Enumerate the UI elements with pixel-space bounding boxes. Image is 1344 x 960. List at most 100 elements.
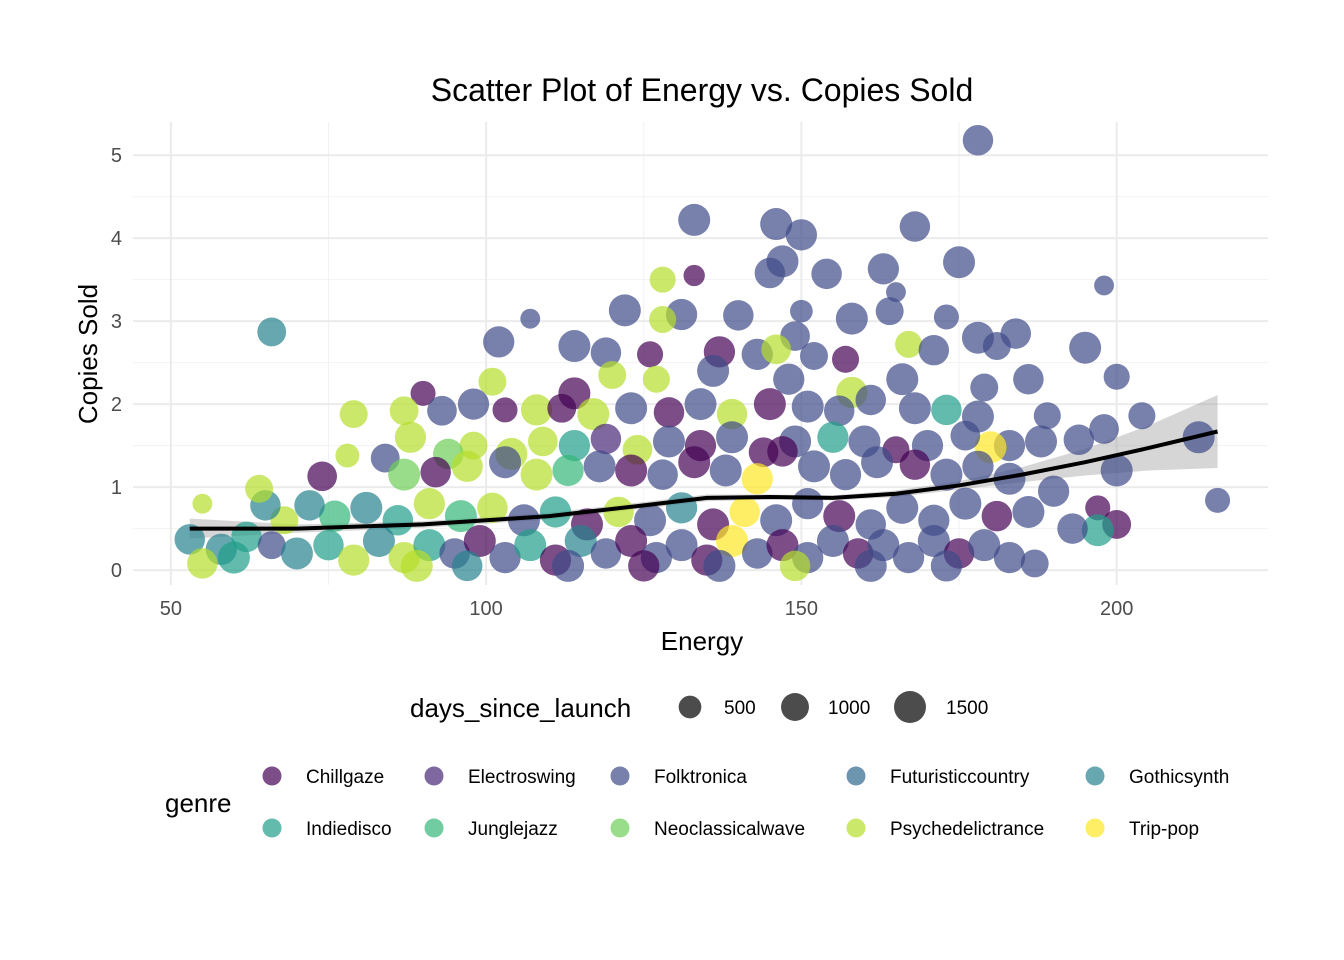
data-point [547, 393, 577, 423]
x-tick-label: 150 [785, 598, 818, 620]
data-point [294, 490, 325, 521]
data-point [1012, 495, 1045, 528]
data-point [933, 304, 959, 330]
data-point [590, 538, 622, 569]
data-point [899, 211, 931, 242]
data-point [931, 394, 962, 426]
data-point [886, 363, 919, 396]
data-point [451, 550, 483, 582]
data-point [811, 258, 842, 290]
data-point [895, 330, 923, 358]
data-point [382, 505, 414, 536]
genre-legend-key [262, 818, 282, 838]
data-point [552, 454, 584, 487]
data-point [463, 525, 496, 558]
data-point [451, 450, 483, 482]
data-point [981, 500, 1013, 532]
data-point [779, 550, 811, 582]
data-point [257, 317, 287, 347]
data-point [427, 395, 457, 426]
data-point [867, 253, 899, 285]
data-point [558, 330, 591, 363]
data-point [993, 541, 1026, 574]
data-point [709, 454, 742, 487]
data-point [400, 549, 433, 582]
data-point [507, 504, 540, 537]
data-point [608, 294, 641, 327]
genre-legend-label: Neoclassicalwave [654, 819, 805, 840]
data-point [1025, 425, 1057, 458]
chart-title: Scatter Plot of Energy vs. Copies Sold [431, 72, 973, 108]
data-point [420, 456, 451, 488]
size-legend-title: days_since_launch [410, 693, 631, 723]
data-point [552, 549, 585, 582]
data-point [665, 492, 698, 524]
data-point [684, 388, 717, 421]
data-point [800, 342, 828, 370]
data-point [729, 496, 760, 528]
data-point [649, 266, 676, 293]
data-point [773, 363, 805, 395]
y-axis-title: Copies Sold [73, 284, 103, 424]
data-point [1037, 475, 1070, 507]
smooth-trend-line [189, 429, 1219, 531]
data-point [539, 496, 572, 528]
y-axis-ticks: 0 1 2 3 4 5 [111, 145, 122, 582]
data-point [760, 208, 793, 241]
data-point [970, 373, 999, 402]
data-point [832, 345, 860, 373]
data-point [716, 398, 748, 430]
data-point [598, 361, 627, 390]
data-point [962, 125, 994, 156]
data-point [339, 400, 368, 429]
data-point [174, 524, 205, 555]
size-legend-label: 1500 [946, 698, 988, 719]
data-point [615, 454, 648, 487]
genre-legend-key [610, 818, 630, 838]
data-point [245, 474, 274, 503]
y-tick-label: 0 [111, 560, 122, 582]
x-tick-label: 50 [160, 598, 182, 620]
data-point [1089, 414, 1119, 444]
data-point [798, 450, 830, 483]
data-point [615, 392, 648, 425]
x-axis-title: Energy [661, 626, 743, 656]
y-tick-label: 5 [111, 145, 122, 167]
smooth-line [189, 429, 1219, 531]
data-point [457, 388, 490, 420]
color-legend: genre Chillgaze Electroswing Folktronica Fu… [165, 766, 1229, 840]
data-point [892, 541, 925, 574]
data-point [962, 450, 994, 482]
y-tick-label: 4 [111, 228, 122, 250]
data-point [761, 334, 792, 365]
data-point [943, 246, 976, 279]
y-tick-label: 1 [111, 477, 122, 499]
data-point [489, 541, 521, 574]
data-point [968, 529, 1001, 562]
data-point [716, 421, 749, 454]
data-point [1085, 495, 1111, 521]
data-point [754, 257, 786, 289]
data-point [528, 426, 558, 457]
x-tick-label: 100 [469, 598, 502, 620]
data-point [647, 459, 678, 490]
genre-legend-key [610, 766, 630, 786]
genre-legend-label: Gothicsynth [1129, 767, 1229, 788]
data-point [280, 537, 313, 570]
data-point [338, 544, 370, 576]
data-point [1103, 363, 1130, 390]
data-point [723, 300, 754, 331]
data-point [590, 337, 622, 368]
data-point [1069, 331, 1102, 364]
size-legend-key [781, 693, 809, 721]
data-point [257, 531, 286, 560]
data-point [389, 396, 419, 426]
data-point [590, 423, 622, 455]
data-point [192, 493, 213, 514]
scatter-points [174, 125, 1231, 582]
data-point [949, 487, 982, 520]
data-point [1094, 275, 1114, 296]
data-point [388, 458, 421, 491]
data-point [791, 390, 824, 423]
data-point [741, 463, 773, 495]
